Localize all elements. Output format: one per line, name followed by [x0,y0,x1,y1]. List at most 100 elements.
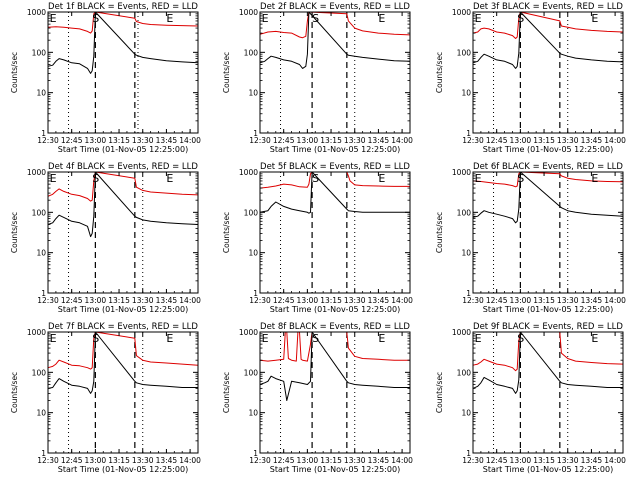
y-tick-label: 100 [457,368,472,377]
x-tick-label: 13:30 [344,296,366,305]
x-tick-label: 12:45 [61,296,83,305]
x-tick-label: 14:00 [179,136,201,145]
chart-title: Det 9f BLACK = Events, RED = LLD [473,322,623,332]
chart-title: Det 1f BLACK = Events, RED = LLD [48,2,198,12]
x-axis-label: Start Time (01-Nov-05 12:25:00) [270,145,400,154]
marker-label-s: S [517,172,524,185]
x-tick-label: 13:00 [510,296,532,305]
plot-frame [472,11,624,134]
x-tick-label: 12:45 [273,136,295,145]
y-tick-label: 1000 [452,328,471,337]
chart-title: Det 2f BLACK = Events, RED = LLD [260,2,410,12]
y-tick-label: 1 [253,449,258,458]
x-tick-label: 14:00 [604,296,626,305]
x-tick-label: 13:30 [132,456,154,465]
y-tick-label: 1000 [239,328,258,337]
marker-label-s: S [92,172,99,185]
plot-frame [47,171,199,294]
series-line-events [259,331,410,401]
x-tick-label: 13:45 [581,456,603,465]
x-axis-label: Start Time (01-Nov-05 12:25:00) [483,465,613,474]
marker-label-e: E [262,332,269,345]
x-tick-label: 14:00 [391,296,413,305]
x-tick-label: 13:00 [297,136,319,145]
y-axis-label: Counts/sec [435,372,444,413]
y-tick-label: 1 [41,449,46,458]
marker-label-e: E [378,172,385,185]
series-line-lld [472,171,624,188]
x-tick-label: 13:45 [156,136,178,145]
series-line-events [472,171,624,224]
series-line-events [472,11,624,69]
x-tick-label: 13:15 [533,456,555,465]
x-tick-label: 13:15 [108,136,130,145]
series-line-lld [259,331,410,362]
y-axis-label: Counts/sec [10,52,19,93]
x-tick-label: 12:45 [486,136,508,145]
x-tick-label: 14:00 [604,456,626,465]
x-tick-label: 13:15 [320,456,342,465]
y-tick-label: 1 [41,129,46,138]
x-tick-label: 13:45 [368,456,390,465]
y-tick-label: 100 [457,208,472,217]
x-tick-label: 13:00 [510,136,532,145]
chart-title: Det 3f BLACK = Events, RED = LLD [473,2,623,12]
marker-label-e: E [166,12,173,25]
series-line-events [259,171,410,214]
y-tick-label: 1 [466,449,471,458]
plot-frame [472,331,624,454]
marker-label-s: S [312,12,319,25]
marker-label-e: E [166,172,173,185]
marker-label-e: E [591,172,598,185]
x-tick-label: 13:30 [344,456,366,465]
y-tick-label: 1 [466,129,471,138]
x-tick-label: 12:45 [61,136,83,145]
x-tick-label: 13:30 [132,136,154,145]
y-tick-label: 10 [36,409,46,418]
plot-frame [259,171,411,294]
y-tick-label: 1 [253,289,258,298]
marker-label-e: E [166,332,173,345]
x-tick-label: 12:45 [486,296,508,305]
y-tick-label: 1 [41,289,46,298]
x-axis-label: Start Time (01-Nov-05 12:25:00) [58,305,188,314]
x-tick-label: 13:30 [132,296,154,305]
x-tick-label: 14:00 [179,456,201,465]
y-tick-label: 10 [248,409,258,418]
series-line-lld [47,11,199,34]
series-line-lld [259,11,411,39]
y-axis-label: Counts/sec [222,372,231,413]
y-tick-label: 100 [244,368,259,377]
marker-label-e: E [50,12,57,25]
marker-label-e: E [591,12,598,25]
plot-frame [259,331,411,454]
series-line-events [47,11,199,74]
series-line-events [47,331,198,394]
marker-label-e: E [475,172,482,185]
y-tick-label: 1 [466,289,471,298]
plot-frame [47,331,199,454]
x-tick-label: 13:45 [581,136,603,145]
plot-frame [47,11,199,134]
y-tick-label: 100 [457,48,472,57]
y-tick-label: 10 [36,249,46,258]
x-axis-label: Start Time (01-Nov-05 12:25:00) [483,305,613,314]
y-axis-label: Counts/sec [222,212,231,253]
y-tick-label: 1000 [27,328,46,337]
x-tick-label: 12:45 [61,456,83,465]
y-tick-label: 10 [461,89,471,98]
marker-label-e: E [378,332,385,345]
chart-title: Det 7f BLACK = Events, RED = LLD [48,322,198,332]
y-tick-label: 10 [461,409,471,418]
x-tick-label: 12:30 [249,456,271,465]
x-tick-label: 12:30 [249,296,271,305]
chart-title: Det 8f BLACK = Events, RED = LLD [260,322,410,332]
x-tick-label: 13:30 [344,136,366,145]
x-tick-label: 13:00 [510,456,532,465]
x-tick-label: 13:00 [85,456,107,465]
